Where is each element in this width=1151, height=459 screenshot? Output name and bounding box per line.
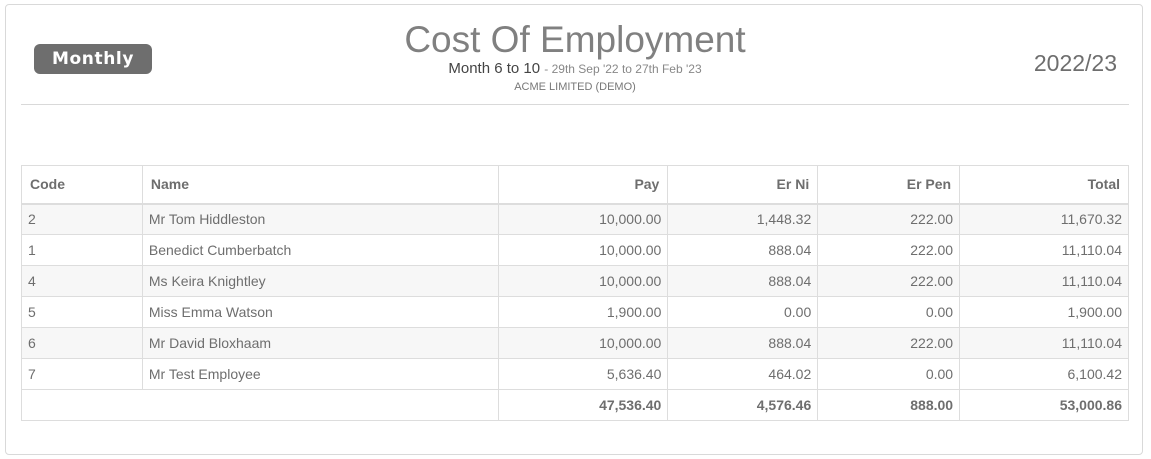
total-er-pen: 888.00 [817,389,961,421]
table-row: 1 Benedict Cumberbatch 10,000.00 888.04 … [21,234,1129,266]
cell-er-pen: 222.00 [817,265,961,297]
date-range: - 29th Sep '22 to 27th Feb '23 [544,62,702,76]
column-header-pay[interactable]: Pay [497,165,669,205]
cell-name: Mr David Bloxhaam [141,327,499,359]
cell-er-pen: 222.00 [817,203,961,235]
cost-of-employment-table: Code Name Pay Er Ni Er Pen Total 2 Mr To… [21,165,1129,421]
period-badge[interactable]: Monthly [34,44,152,74]
header-divider [21,104,1129,105]
cell-pay: 10,000.00 [497,203,669,235]
cell-total: 11,110.04 [959,234,1129,266]
cell-er-ni: 1,448.32 [667,203,819,235]
cell-er-ni: 464.02 [667,358,819,390]
table-row: 7 Mr Test Employee 5,636.40 464.02 0.00 … [21,358,1129,390]
cell-er-pen: 0.00 [817,358,961,390]
cell-er-ni: 888.04 [667,234,819,266]
tax-year: 2022/23 [1033,50,1117,76]
cell-name: Miss Emma Watson [141,296,499,328]
cell-total: 11,110.04 [959,265,1129,297]
cell-pay: 10,000.00 [497,327,669,359]
column-header-code[interactable]: Code [21,165,143,205]
cell-er-pen: 0.00 [817,296,961,328]
grand-total: 53,000.86 [959,389,1129,421]
page-title: Cost Of Employment [404,19,746,60]
cell-total: 1,900.00 [959,296,1129,328]
column-header-er-ni[interactable]: Er Ni [667,165,819,205]
cell-er-pen: 222.00 [817,234,961,266]
cell-total: 6,100.42 [959,358,1129,390]
cell-pay: 10,000.00 [497,265,669,297]
cell-name: Benedict Cumberbatch [141,234,499,266]
table-row: 4 Ms Keira Knightley 10,000.00 888.04 22… [21,265,1129,297]
totals-label-cell [21,389,499,421]
total-pay: 47,536.40 [497,389,669,421]
cell-code: 4 [21,265,143,297]
cell-name: Mr Tom Hiddleston [141,203,499,235]
cell-code: 7 [21,358,143,390]
cell-er-ni: 0.00 [667,296,819,328]
period-range: Month 6 to 10 [448,60,541,77]
cell-code: 2 [21,203,143,235]
report-card: Monthly Cost Of Employment Month 6 to 10… [5,4,1143,455]
table-row: 2 Mr Tom Hiddleston 10,000.00 1,448.32 2… [21,203,1129,235]
table-header-row: Code Name Pay Er Ni Er Pen Total [21,165,1129,205]
cell-code: 6 [21,327,143,359]
total-er-ni: 4,576.46 [667,389,819,421]
cell-code: 5 [21,296,143,328]
cell-er-ni: 888.04 [667,327,819,359]
table-row: 5 Miss Emma Watson 1,900.00 0.00 0.00 1,… [21,296,1129,328]
cell-er-pen: 222.00 [817,327,961,359]
cell-pay: 1,900.00 [497,296,669,328]
cell-er-ni: 888.04 [667,265,819,297]
cell-code: 1 [21,234,143,266]
cell-total: 11,670.32 [959,203,1129,235]
column-header-total[interactable]: Total [959,165,1129,205]
table-row: 6 Mr David Bloxhaam 10,000.00 888.04 222… [21,327,1129,359]
cell-name: Ms Keira Knightley [141,265,499,297]
cell-name: Mr Test Employee [141,358,499,390]
report-subtitle: Month 6 to 10 - 29th Sep '22 to 27th Feb… [6,60,1144,78]
totals-row: 47,536.40 4,576.46 888.00 53,000.86 [21,389,1129,421]
cell-total: 11,110.04 [959,327,1129,359]
cell-pay: 10,000.00 [497,234,669,266]
column-header-er-pen[interactable]: Er Pen [817,165,961,205]
cell-pay: 5,636.40 [497,358,669,390]
company-name: ACME LIMITED (DEMO) [514,81,636,93]
column-header-name[interactable]: Name [141,165,499,205]
